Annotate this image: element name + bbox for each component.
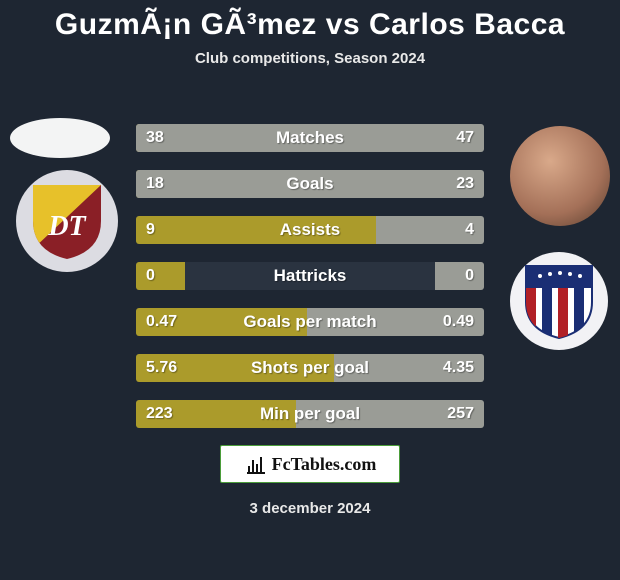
club-right-badge <box>510 252 608 350</box>
metric-label: Min per goal <box>136 400 484 428</box>
shield-icon <box>520 262 598 340</box>
player-left-avatar <box>10 118 110 158</box>
stat-row: 94Assists <box>136 216 484 244</box>
metric-label: Matches <box>136 124 484 152</box>
stat-rows: 3847Matches 1823Goals 94Assists 00Hattricks… <box>136 124 484 446</box>
metric-label: Goals per match <box>136 308 484 336</box>
metric-label: Shots per goal <box>136 354 484 382</box>
page-subtitle: Club competitions, Season 2024 <box>0 50 620 67</box>
club-left-badge: DT <box>16 170 118 272</box>
metric-label: Hattricks <box>136 262 484 290</box>
shield-icon: DT <box>25 179 109 263</box>
stat-row: 0.470.49Goals per match <box>136 308 484 336</box>
stat-row: 223257Min per goal <box>136 400 484 428</box>
footer-label: FcTables.com <box>272 454 377 475</box>
metric-label: Assists <box>136 216 484 244</box>
metric-label: Goals <box>136 170 484 198</box>
stat-row: 5.764.35Shots per goal <box>136 354 484 382</box>
footer-attribution[interactable]: FcTables.com <box>220 445 400 483</box>
stat-row: 1823Goals <box>136 170 484 198</box>
player-right-avatar <box>510 126 610 226</box>
svg-text:DT: DT <box>47 211 87 242</box>
stat-row: 00Hattricks <box>136 262 484 290</box>
footer-date: 3 december 2024 <box>0 500 620 517</box>
bar-chart-icon <box>244 452 268 476</box>
page-title: GuzmÃ¡n GÃ³mez vs Carlos Bacca <box>0 0 620 42</box>
stat-row: 3847Matches <box>136 124 484 152</box>
